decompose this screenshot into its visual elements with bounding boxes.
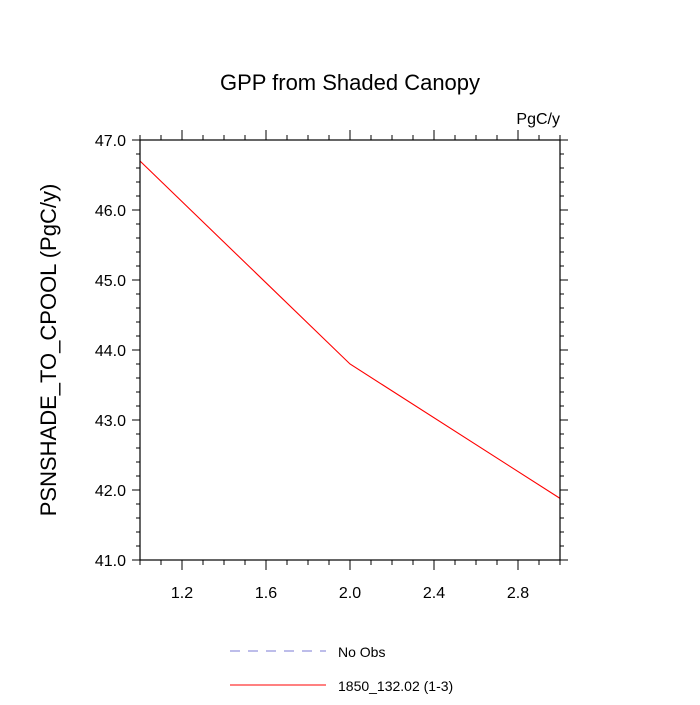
chart-title: GPP from Shaded Canopy <box>220 70 480 95</box>
legend: No Obs 1850_132.02 (1-3) <box>230 644 453 694</box>
legend-label: 1850_132.02 (1-3) <box>338 678 453 694</box>
x-tick-label: 1.6 <box>255 585 277 602</box>
plot-frame <box>139 139 561 561</box>
x-tick-label: 2.8 <box>507 585 529 602</box>
units-label: PgC/y <box>516 111 560 128</box>
y-tick-label: 43.0 <box>95 413 126 430</box>
y-tick-label: 45.0 <box>95 273 126 290</box>
x-tick-label: 2.0 <box>339 585 361 602</box>
y-tick-label: 46.0 <box>95 203 126 220</box>
axis-ticks <box>132 130 568 570</box>
series-lines <box>139 160 561 499</box>
y-axis-label: PSNSHADE_TO_CPOOL (PgC/y) <box>36 184 61 517</box>
axis-tick-labels: 41.0 42.0 43.0 44.0 45.0 46.0 47.0 1.2 1.6 2.0 2.4… <box>95 133 529 602</box>
y-tick-label: 42.0 <box>95 483 126 500</box>
y-tick-label: 41.0 <box>95 553 126 570</box>
x-tick-label: 2.4 <box>423 585 445 602</box>
x-tick-label: 1.2 <box>171 585 193 602</box>
series-line <box>139 160 561 499</box>
legend-label: No Obs <box>338 644 385 660</box>
y-tick-label: 44.0 <box>95 343 126 360</box>
y-tick-label: 47.0 <box>95 133 126 150</box>
